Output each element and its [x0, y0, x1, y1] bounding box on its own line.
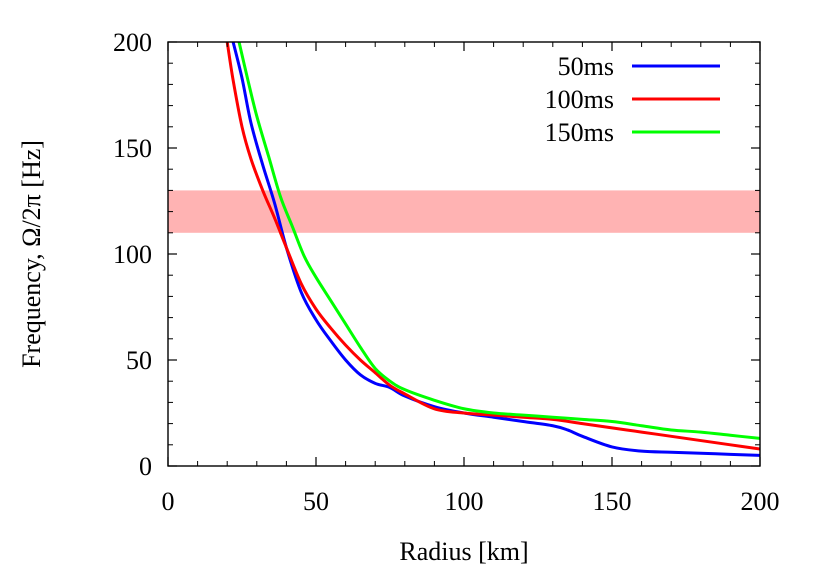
y-tick-label: 50: [126, 346, 152, 375]
x-tick-label: 0: [162, 487, 175, 516]
y-tick-label: 0: [139, 452, 152, 481]
legend: 50ms 100ms 150ms: [545, 52, 720, 147]
series-layer: [225, 42, 760, 457]
x-tick-label: 50: [303, 487, 329, 516]
legend-label-50ms: 50ms: [558, 52, 614, 81]
highlight-band-layer: [168, 190, 760, 233]
series-line-150ms: [237, 42, 760, 440]
x-tick-label: 100: [445, 487, 484, 516]
y-tick-label: 100: [113, 240, 152, 269]
y-tick-label: 200: [113, 28, 152, 57]
y-axis-label: Frequency, Ω/2π [Hz]: [17, 140, 46, 368]
tick-layer: 0 50 100 150 200 0 50 100 150 200: [113, 28, 780, 516]
series-line-50ms: [231, 42, 760, 457]
x-axis-label: Radius [km]: [399, 537, 528, 566]
series-line-100ms: [225, 42, 760, 451]
highlight-band: [168, 190, 760, 233]
y-tick-label: 150: [113, 134, 152, 163]
x-tick-label: 150: [593, 487, 632, 516]
legend-label-100ms: 100ms: [545, 85, 614, 114]
legend-label-150ms: 150ms: [545, 118, 614, 147]
x-tick-label: 200: [741, 487, 780, 516]
